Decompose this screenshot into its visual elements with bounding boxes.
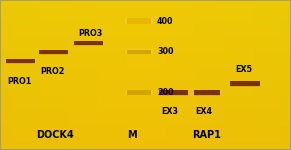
Bar	[74, 40, 103, 45]
Bar	[39, 50, 68, 54]
Bar	[194, 90, 220, 96]
Bar	[125, 90, 153, 95]
Bar	[159, 90, 188, 96]
Text: PRO2: PRO2	[41, 68, 65, 76]
Text: EX3: EX3	[162, 106, 178, 116]
Text: M: M	[127, 130, 137, 140]
Bar	[159, 90, 188, 94]
Text: PRO1: PRO1	[7, 76, 31, 85]
Bar	[74, 41, 103, 46]
Bar	[230, 81, 260, 85]
Text: EX4: EX4	[196, 106, 212, 116]
Text: 300: 300	[157, 47, 174, 56]
Text: PRO3: PRO3	[79, 28, 103, 38]
Bar	[127, 50, 151, 54]
Text: DOCK4: DOCK4	[36, 130, 74, 140]
Bar	[125, 18, 153, 24]
Bar	[194, 90, 220, 94]
Bar	[39, 50, 68, 55]
Text: EX5: EX5	[235, 64, 252, 74]
Text: 200: 200	[157, 88, 174, 97]
Bar	[127, 90, 151, 94]
Text: 400: 400	[157, 17, 174, 26]
Bar	[125, 49, 153, 54]
Bar	[6, 58, 35, 63]
Bar	[230, 81, 260, 87]
Text: RAP1: RAP1	[192, 130, 221, 140]
Bar	[127, 18, 151, 24]
Bar	[6, 59, 35, 64]
